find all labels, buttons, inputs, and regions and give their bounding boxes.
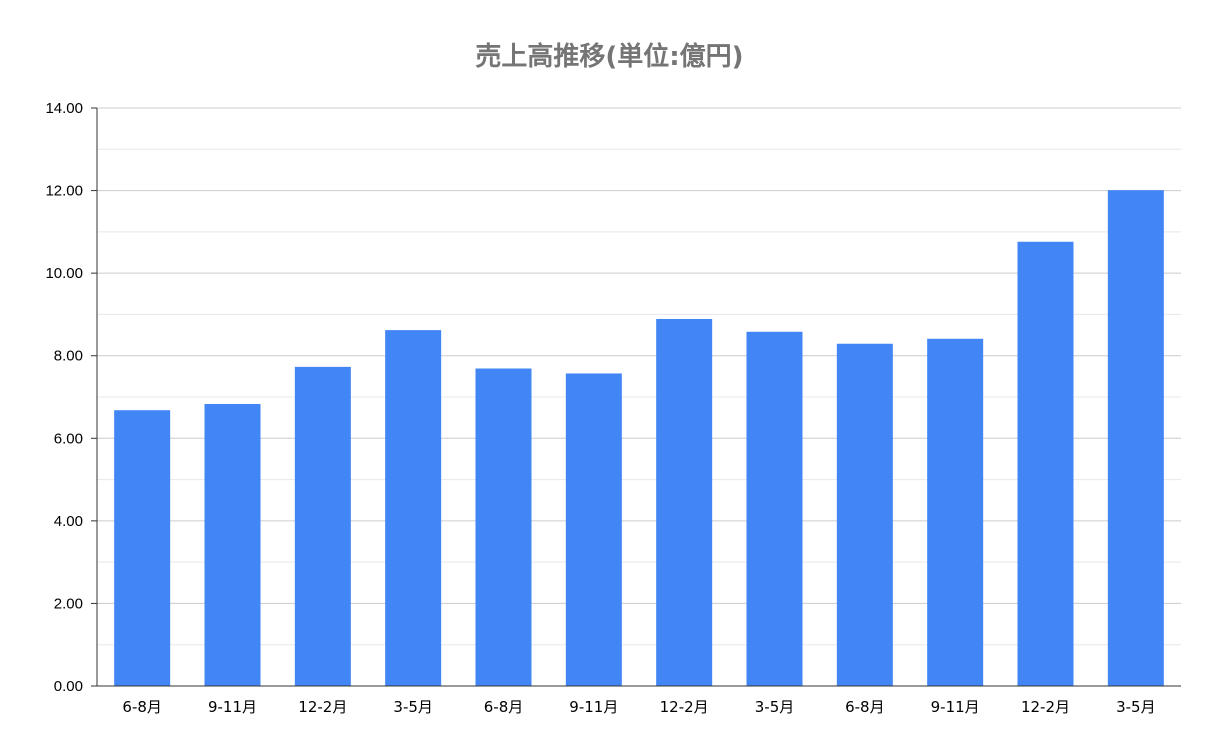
y-tick-label: 4.00: [54, 513, 83, 530]
x-tick-label: 3-5月: [393, 698, 433, 716]
x-tick-label: 6-8月: [484, 698, 524, 716]
axes: [91, 107, 1181, 687]
bars: [114, 190, 1164, 686]
bar: [656, 318, 713, 686]
x-tick-label: 9-11月: [931, 698, 980, 716]
bar: [927, 338, 984, 686]
y-tick-label: 10.00: [45, 265, 83, 282]
x-tick-label: 12-2月: [1021, 698, 1070, 716]
y-tick-label: 2.00: [54, 595, 83, 612]
bar: [836, 343, 893, 686]
x-tick-label: 9-11月: [208, 698, 257, 716]
bar: [475, 368, 532, 686]
x-tick-label: 12-2月: [298, 698, 347, 716]
x-tick-label: 3-5月: [755, 698, 795, 716]
x-tick-label: 6-8月: [845, 698, 885, 716]
bar: [1017, 241, 1074, 686]
x-tick-label: 12-2月: [660, 698, 709, 716]
y-tick-label: 8.00: [54, 348, 83, 365]
bar: [294, 366, 351, 686]
y-tick-label: 14.00: [45, 100, 83, 117]
y-tick-label: 0.00: [54, 678, 83, 695]
x-tick-labels: 6-8月 9-11月 12-2月 3-5月 6-8月 9-11月 12-2月 3-5月 6-8月…: [122, 698, 1155, 716]
bar: [1107, 190, 1164, 686]
y-tick-label: 6.00: [54, 430, 83, 447]
bar: [565, 373, 622, 686]
bar: [114, 410, 171, 686]
x-tick-label: 6-8月: [122, 698, 162, 716]
y-tick-label: 12.00: [45, 183, 83, 200]
chart-title: 売上高推移(単位:億円): [475, 42, 744, 72]
x-tick-label: 9-11月: [569, 698, 618, 716]
x-tick-label: 3-5月: [1116, 698, 1156, 716]
bar: [385, 330, 442, 686]
bar: [204, 404, 261, 686]
y-tick-labels: 0.00 2.00 4.00 6.00 8.00 10.00 12.00 14.00: [45, 100, 83, 695]
bar: [746, 331, 803, 686]
grid-lines: [97, 107, 1181, 646]
